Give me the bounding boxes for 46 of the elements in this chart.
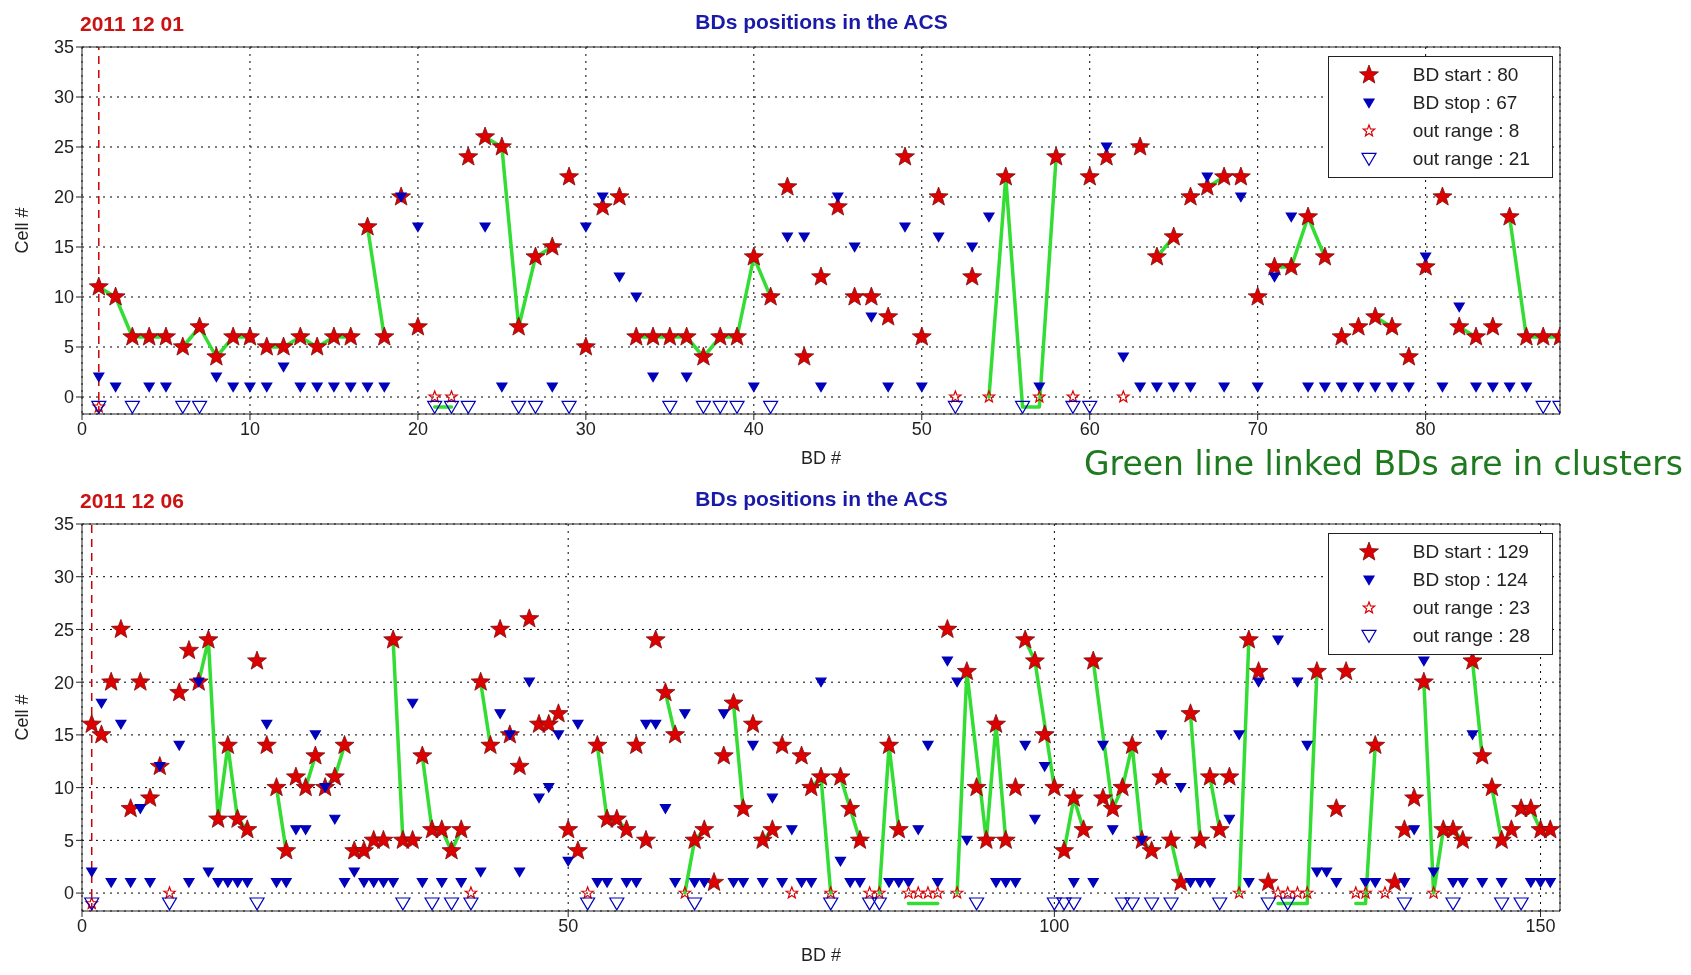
- legend-label: out range : 23: [1412, 596, 1530, 620]
- x-tick-label: 10: [239, 418, 260, 439]
- chart-title: BDs positions in the ACS: [695, 487, 948, 510]
- y-tick-label: 10: [53, 287, 74, 308]
- y-axis-title: Cell #: [12, 207, 33, 254]
- legend-label: BD start : 80: [1412, 63, 1519, 87]
- x-tick-label: 30: [575, 418, 596, 439]
- x-tick-label: 70: [1247, 418, 1268, 439]
- y-tick-label: 25: [53, 619, 74, 640]
- legend-label: out range : 28: [1412, 624, 1530, 648]
- y-tick-label: 35: [53, 37, 74, 58]
- text: Green line linked BDs are in clusters: [1084, 444, 1683, 483]
- x-tick-label: 0: [76, 418, 88, 439]
- y-tick-label: 25: [53, 137, 74, 158]
- legend-label: out range : 21: [1412, 147, 1530, 171]
- x-tick-label: 20: [407, 418, 428, 439]
- text: 2011 12 06: [80, 489, 184, 513]
- x-axis-title: BD #: [800, 448, 842, 468]
- legend-label: BD start : 129: [1412, 540, 1529, 564]
- x-tick-label: 50: [558, 915, 579, 936]
- y-tick-label: 5: [63, 337, 74, 358]
- x-tick-label: 50: [911, 418, 932, 439]
- y-tick-label: 30: [53, 567, 74, 588]
- x-tick-label: 0: [76, 915, 88, 936]
- y-tick-label: 35: [53, 514, 74, 535]
- x-axis-title: BD #: [800, 945, 842, 965]
- y-tick-label: 0: [63, 883, 74, 904]
- y-tick-label: 0: [63, 387, 74, 408]
- y-tick-label: 20: [53, 672, 74, 693]
- x-tick-label: 80: [1415, 418, 1436, 439]
- x-tick-label: 60: [1079, 418, 1100, 439]
- legend-label: BD stop : 124: [1412, 568, 1528, 592]
- y-axis-title: Cell #: [12, 694, 33, 741]
- y-tick-label: 10: [53, 778, 74, 799]
- y-tick-label: 20: [53, 187, 74, 208]
- x-tick-label: 100: [1039, 915, 1070, 936]
- chart-title: BDs positions in the ACS: [695, 10, 948, 33]
- y-tick-label: 5: [63, 830, 74, 851]
- y-tick-label: 30: [53, 87, 74, 108]
- x-tick-label: 40: [743, 418, 764, 439]
- y-tick-label: 15: [53, 237, 74, 258]
- legend-label: out range : 8: [1412, 119, 1520, 143]
- text: 2011 12 01: [80, 12, 184, 36]
- x-tick-label: 150: [1525, 915, 1556, 936]
- legend-label: BD stop : 67: [1412, 91, 1518, 115]
- y-tick-label: 15: [53, 725, 74, 746]
